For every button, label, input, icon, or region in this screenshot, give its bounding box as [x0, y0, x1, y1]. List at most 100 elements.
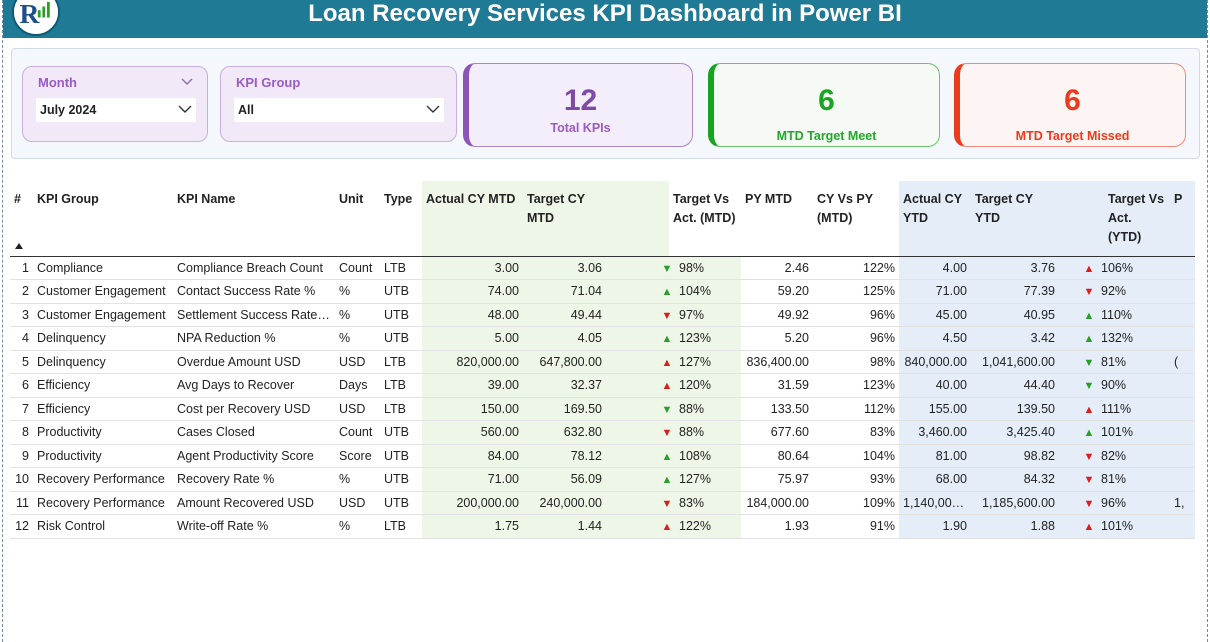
target-vs-act-value: 81% [1101, 472, 1127, 487]
column-header-kpi-group[interactable]: KPI Group [37, 192, 99, 206]
unit-cell: % [335, 514, 380, 539]
target-cy-ytd-cell: 1,185,600.00 [971, 491, 1059, 515]
column-header-py-ytd[interactable]: P [1170, 181, 1195, 256]
actual-cy-ytd-cell: 71.00 [899, 279, 971, 304]
table-row[interactable]: 7 Efficiency Cost per Recovery USD USD LTB 15… [10, 397, 1195, 421]
table-row[interactable]: 9 Productivity Agent Productivity Score Sco… [10, 444, 1195, 468]
column-header-type[interactable]: Type [384, 192, 413, 206]
row-index: 11 [10, 491, 33, 515]
table-row[interactable]: 12 Risk Control Write-off Rate %% LTB 1.75 1.… [10, 514, 1195, 539]
column-header-cy-vs-py-mtd[interactable]: CY Vs PY (MTD) [817, 192, 873, 225]
kpi-name-cell: Contact Success Rate % [173, 279, 335, 304]
column-header-index[interactable]: # [10, 181, 33, 256]
unit-cell: USD [335, 397, 380, 421]
column-header-ytd-status[interactable] [1059, 181, 1104, 256]
type-cell: UTB [380, 491, 422, 515]
table-row[interactable]: 3 Customer Engagement Settlement Success R… [10, 303, 1195, 327]
column-header-py-mtd[interactable]: PY MTD [745, 192, 792, 206]
month-slicer[interactable]: Month July 2024 [22, 66, 208, 142]
type-cell: UTB [380, 467, 422, 492]
target-vs-act-ytd-cell: ▲ 101% [1059, 514, 1170, 539]
target-vs-act-value: 122% [679, 519, 711, 534]
table-row[interactable]: 1 Compliance Compliance Breach Count Count L… [10, 255, 1195, 280]
month-value: July 2024 [40, 103, 97, 117]
kpi-name-cell: Settlement Success Rate % [173, 303, 335, 327]
column-header-target-cy-mtd[interactable]: Target CY MTD [523, 181, 606, 256]
target-cy-mtd-cell: 1.44 [523, 514, 606, 539]
table-row[interactable]: 11 Recovery Performance Amount Recovered U… [10, 491, 1195, 515]
target-vs-act-ytd-cell: ▲ 101% [1059, 420, 1170, 445]
column-header-mtd-status[interactable] [606, 181, 669, 256]
actual-cy-ytd-cell: 4.00 [899, 255, 971, 280]
cy-vs-py-mtd-cell: 123% [813, 373, 899, 398]
cy-vs-py-mtd-cell: 96% [813, 303, 899, 327]
py-mtd-cell: 80.64 [741, 444, 813, 468]
table-row[interactable]: 8 Productivity Cases Closed Count UTB 560.00 6… [10, 420, 1195, 445]
kpi-group-dropdown[interactable]: All [234, 98, 444, 122]
py-mtd-cell: 133.50 [741, 397, 813, 421]
target-vs-act-mtd-cell: ▼ 83% [606, 491, 741, 515]
column-header-target-vs-act-ytd[interactable]: Target Vs Act. (YTD) [1104, 181, 1170, 256]
py-mtd-cell: 1.93 [741, 514, 813, 539]
py-ytd-cell: ( [1170, 350, 1195, 374]
unit-cell: Count [335, 255, 380, 280]
target-vs-act-value: 81% [1101, 354, 1127, 369]
py-ytd-cell [1170, 467, 1195, 492]
column-header-actual-cy-ytd[interactable]: Actual CY YTD [899, 181, 971, 256]
chevron-down-icon[interactable] [426, 104, 440, 114]
triangle-up-red-icon: ▲ [661, 356, 673, 369]
triangle-down-green-icon: ▼ [1083, 356, 1095, 369]
month-dropdown[interactable]: July 2024 [36, 98, 196, 122]
target-cy-mtd-cell: 71.04 [523, 279, 606, 304]
py-ytd-cell [1170, 373, 1195, 398]
kpi-group-cell: Customer Engagement [33, 303, 173, 327]
actual-cy-mtd-cell: 71.00 [422, 467, 523, 492]
triangle-up-red-icon: ▲ [661, 521, 673, 534]
sort-ascending-icon[interactable] [15, 243, 23, 249]
target-cy-mtd-cell: 78.12 [523, 444, 606, 468]
kpi-group-slicer-label: KPI Group [236, 75, 301, 90]
kpi-table[interactable]: # KPI Group KPI Name Unit Type Actual CY… [10, 181, 1195, 541]
target-cy-ytd-cell: 3,425.40 [971, 420, 1059, 445]
py-ytd-cell: 1, [1170, 491, 1195, 515]
unit-cell: Days [335, 373, 380, 398]
py-ytd-cell [1170, 303, 1195, 327]
unit-cell: Count [335, 420, 380, 445]
column-header-actual-cy-mtd[interactable]: Actual CY MTD [422, 181, 523, 256]
kpi-group-slicer[interactable]: KPI Group All [220, 66, 457, 142]
unit-cell: USD [335, 350, 380, 374]
target-cy-mtd-cell: 56.09 [523, 467, 606, 492]
row-index: 5 [10, 350, 33, 374]
triangle-up-green-icon: ▲ [1083, 427, 1095, 440]
month-slicer-label: Month [38, 75, 77, 90]
table-row[interactable]: 6 Efficiency Avg Days to Recover Days LTB 39.… [10, 373, 1195, 398]
table-row[interactable]: 4 Delinquency NPA Reduction %% UTB 5.00 4.05 ▲… [10, 326, 1195, 351]
chevron-down-icon[interactable] [178, 104, 192, 114]
triangle-down-green-icon: ▼ [661, 403, 673, 416]
actual-cy-mtd-cell: 74.00 [422, 279, 523, 304]
column-header-target-vs-act-mtd[interactable]: Target Vs Act. (MTD) [673, 192, 736, 225]
column-header-target-cy-ytd[interactable]: Target CY YTD [971, 181, 1059, 256]
table-row[interactable]: 5 Delinquency Overdue Amount USD USD LTB 820,… [10, 350, 1195, 374]
target-vs-act-mtd-cell: ▼ 97% [606, 303, 741, 327]
column-header-kpi-name[interactable]: KPI Name [177, 192, 236, 206]
py-ytd-cell [1170, 255, 1195, 280]
kpi-group-cell: Productivity [33, 444, 173, 468]
table-row[interactable]: 10 Recovery Performance Recovery Rate %% UT… [10, 467, 1195, 492]
row-index: 7 [10, 397, 33, 421]
target-cy-ytd-cell: 1,041,600.00 [971, 350, 1059, 374]
mtd-target-missed-card: 6 MTD Target Missed [954, 63, 1186, 147]
chevron-down-icon[interactable] [181, 76, 193, 86]
target-cy-ytd-cell: 84.32 [971, 467, 1059, 492]
target-cy-ytd-cell: 98.82 [971, 444, 1059, 468]
actual-cy-mtd-cell: 48.00 [422, 303, 523, 327]
table-header-row: # KPI Group KPI Name Unit Type Actual CY… [10, 181, 1195, 256]
py-ytd-cell [1170, 420, 1195, 445]
kpi-group-cell: Recovery Performance [33, 467, 173, 492]
column-header-unit[interactable]: Unit [339, 192, 364, 206]
actual-cy-ytd-cell: 1.90 [899, 514, 971, 539]
target-vs-act-mtd-cell: ▼ 88% [606, 397, 741, 421]
target-vs-act-mtd-cell: ▲ 120% [606, 373, 741, 398]
table-row[interactable]: 2 Customer Engagement Contact Success Rate… [10, 279, 1195, 304]
type-cell: LTB [380, 255, 422, 280]
